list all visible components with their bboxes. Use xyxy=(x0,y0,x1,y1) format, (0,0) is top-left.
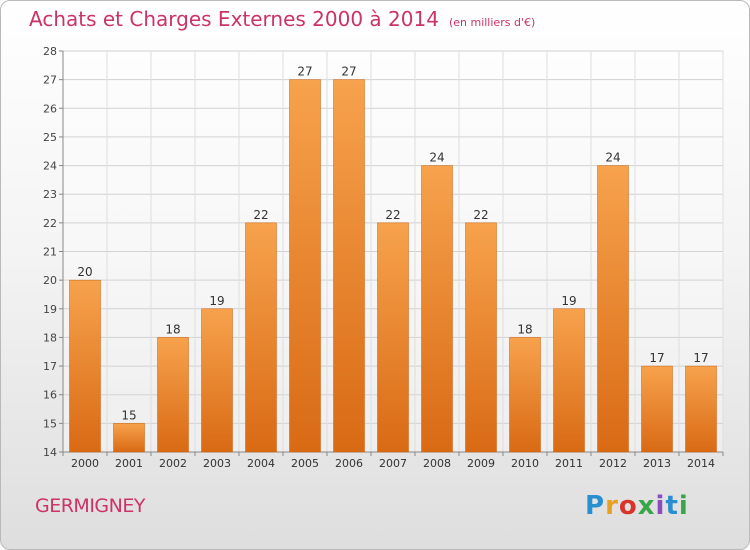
data-label-2006: 27 xyxy=(341,65,356,79)
logo-letter: o xyxy=(618,491,638,521)
bar-2008 xyxy=(421,165,453,453)
bar-2013 xyxy=(641,365,673,453)
bar-2009 xyxy=(465,222,497,453)
data-label-2001: 15 xyxy=(121,408,136,422)
y-tick-label: 17 xyxy=(43,360,57,373)
data-label-2005: 27 xyxy=(297,65,312,79)
bar-2005 xyxy=(289,79,321,453)
bar-2014 xyxy=(685,365,717,453)
data-label-2004: 22 xyxy=(253,208,268,222)
bar-2012 xyxy=(597,165,629,453)
logo-letter: i xyxy=(678,491,689,521)
y-tick-label: 21 xyxy=(43,246,57,259)
logo-letter: r xyxy=(605,491,619,521)
x-tick-label: 2010 xyxy=(511,457,539,470)
y-tick-label: 24 xyxy=(43,160,57,173)
data-label-2007: 22 xyxy=(385,208,400,222)
bar-2002 xyxy=(157,337,189,453)
x-tick-label: 2012 xyxy=(599,457,627,470)
proxiti-logo: Proxiti xyxy=(585,491,689,521)
data-label-2011: 19 xyxy=(561,294,576,308)
logo-letter: i xyxy=(655,491,666,521)
bar-2003 xyxy=(201,308,233,453)
y-tick-label: 28 xyxy=(43,45,57,58)
y-tick-label: 15 xyxy=(43,417,57,430)
x-tick-label: 2008 xyxy=(423,457,451,470)
bar-2006 xyxy=(333,79,365,453)
x-tick-label: 2011 xyxy=(555,457,583,470)
x-tick-label: 2004 xyxy=(247,457,275,470)
x-tick-label: 2003 xyxy=(203,457,231,470)
y-tick-label: 27 xyxy=(43,74,57,87)
logo-letter: x xyxy=(637,491,656,521)
x-tick-label: 2006 xyxy=(335,457,363,470)
y-tick-label: 25 xyxy=(43,131,57,144)
bar-2007 xyxy=(377,222,409,453)
x-tick-label: 2014 xyxy=(687,457,715,470)
data-label-2002: 18 xyxy=(165,322,180,336)
x-tick-label: 2001 xyxy=(115,457,143,470)
bar-2000 xyxy=(69,279,101,453)
data-label-2008: 24 xyxy=(429,151,444,165)
chart-title: Achats et Charges Externes 2000 à 2014 xyxy=(29,7,439,31)
bar-2011 xyxy=(553,308,585,453)
x-tick-label: 2002 xyxy=(159,457,187,470)
y-tick-label: 19 xyxy=(43,303,57,316)
x-tick-label: 2000 xyxy=(71,457,99,470)
x-tick-label: 2009 xyxy=(467,457,495,470)
data-label-2014: 17 xyxy=(693,351,708,365)
y-tick-label: 23 xyxy=(43,188,57,201)
y-tick-label: 16 xyxy=(43,389,57,402)
y-tick-label: 26 xyxy=(43,102,57,115)
x-tick-label: 2013 xyxy=(643,457,671,470)
x-tick-label: 2007 xyxy=(379,457,407,470)
bar-2004 xyxy=(245,222,277,453)
title-line: Achats et Charges Externes 2000 à 2014 (e… xyxy=(29,7,535,31)
y-tick-label: 14 xyxy=(43,446,57,459)
data-label-2013: 17 xyxy=(649,351,664,365)
commune-name: GERMIGNEY xyxy=(35,495,145,517)
data-label-2009: 22 xyxy=(473,208,488,222)
bar-2010 xyxy=(509,337,541,453)
y-tick-label: 20 xyxy=(43,274,57,287)
logo-letter: t xyxy=(665,491,679,521)
chart-unit-note: (en milliers d'€) xyxy=(448,16,536,29)
data-label-2000: 20 xyxy=(77,265,92,279)
logo-letter: P xyxy=(585,491,606,521)
data-label-2003: 19 xyxy=(209,294,224,308)
data-label-2010: 18 xyxy=(517,322,532,336)
x-tick-label: 2005 xyxy=(291,457,319,470)
y-tick-label: 18 xyxy=(43,331,57,344)
y-tick-label: 22 xyxy=(43,217,57,230)
bar-2001 xyxy=(113,423,145,453)
data-label-2012: 24 xyxy=(605,151,620,165)
